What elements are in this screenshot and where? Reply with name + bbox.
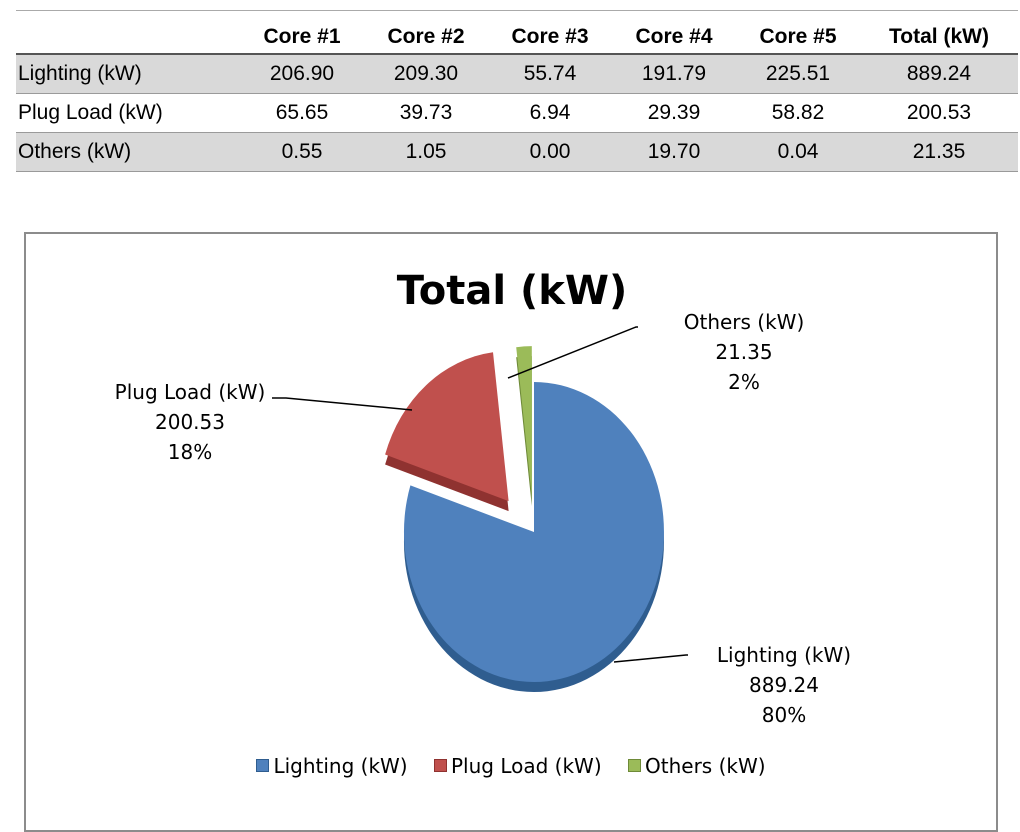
table-cell: 200.53 [906,101,972,124]
legend-item-others: Others (kW) [628,754,766,778]
legend-label-plug-load: Plug Load (kW) [450,754,602,778]
legend-swatch-plug-load [433,759,447,772]
leader-line-others [507,326,638,379]
data-label-label-lighting: Lighting (kW) [717,643,851,667]
chart-legend: Lighting (kW) Plug Load (kW) Others (kW) [26,754,996,778]
pie-data-labels: Lighting (kW) 889.24 80% Plug Load (kW) 200.… [115,310,851,727]
header-cell-core-3: Core #3 [488,10,612,55]
data-label-value-others: 21.35 [715,340,772,364]
table-cell: 209.30 [364,54,488,94]
pie-slice-others [516,346,532,497]
pie-slice-plug-load [385,352,509,502]
table-cell: 6.94 [529,101,571,124]
table-cell: 55.74 [488,54,612,94]
corner-header-cell [16,10,240,55]
legend-swatch-others [628,759,641,772]
header-cell-total: Total (kW) [860,10,1018,55]
data-label-percent-others: 2% [728,370,760,394]
data-label-label-plug-load: Plug Load (kW) [115,380,266,404]
table-cell: 206.90 [240,54,364,94]
table-cell: 0.00 [488,132,612,172]
legend-item-plug-load: Plug Load (kW) [433,754,602,778]
leader-line-plug-load [272,397,413,411]
data-label-percent-plug-load: 18% [168,440,212,464]
legend-label-others: Others (kW) [645,754,766,778]
row-label: Plug Load (kW) [18,101,163,124]
pie-slice-lighting [403,382,664,682]
leader-line-lighting [613,654,688,663]
chart-title: Total (kW) [397,268,628,314]
header-cell-core-1: Core #1 [240,10,364,55]
data-label-label-others: Others (kW) [684,310,805,334]
table-cell: 19.70 [612,132,736,172]
header-row: Core #1 Core #2 Core #3 Core #4 Core #5 … [16,10,1018,55]
pie-chart-canvas: Total (kW) Lighting (kW) 889.24 80% Plug Lo… [115,268,851,727]
legend-label-lighting: Lighting (kW) [273,754,408,778]
table-cell: 0.04 [736,132,860,172]
table-cell: 29.39 [647,101,701,124]
pie-slices [385,346,664,692]
legend-swatch-lighting [256,759,270,772]
table-row-lighting: Lighting (kW) 206.90 209.30 55.74 191.79… [16,54,1018,94]
legend-item-lighting: Lighting (kW) [256,754,408,778]
row-label: Lighting (kW) [16,54,240,94]
table-cell: 65.65 [275,101,329,124]
table-row-others: Others (kW) 0.55 1.05 0.00 19.70 0.04 21… [16,132,1018,172]
data-table: Core #1 Core #2 Core #3 Core #4 Core #5 … [16,10,1018,172]
data-label-value-plug-load: 200.53 [155,410,225,434]
header-cell-core-2: Core #2 [364,10,488,55]
table-cell: 39.73 [399,101,453,124]
header-cell-core-5: Core #5 [736,10,860,55]
data-label-value-lighting: 889.24 [749,673,819,697]
row-label: Others (kW) [16,132,240,172]
table-cell: 1.05 [364,132,488,172]
table-cell: 191.79 [612,54,736,94]
table-cell: 58.82 [771,101,825,124]
table-cell: 225.51 [736,54,860,94]
data-label-percent-lighting: 80% [762,703,806,727]
table-cell: 0.55 [240,132,364,172]
table-row-plug-load: Plug Load (kW) 65.65 39.73 6.94 29.39 58… [16,94,1018,133]
table-cell: 21.35 [860,132,1018,172]
table-cell: 889.24 [860,54,1018,94]
header-cell-core-4: Core #4 [612,10,736,55]
pie-chart: Total (kW) Lighting (kW) 889.24 80% Plug Lo… [24,232,998,832]
